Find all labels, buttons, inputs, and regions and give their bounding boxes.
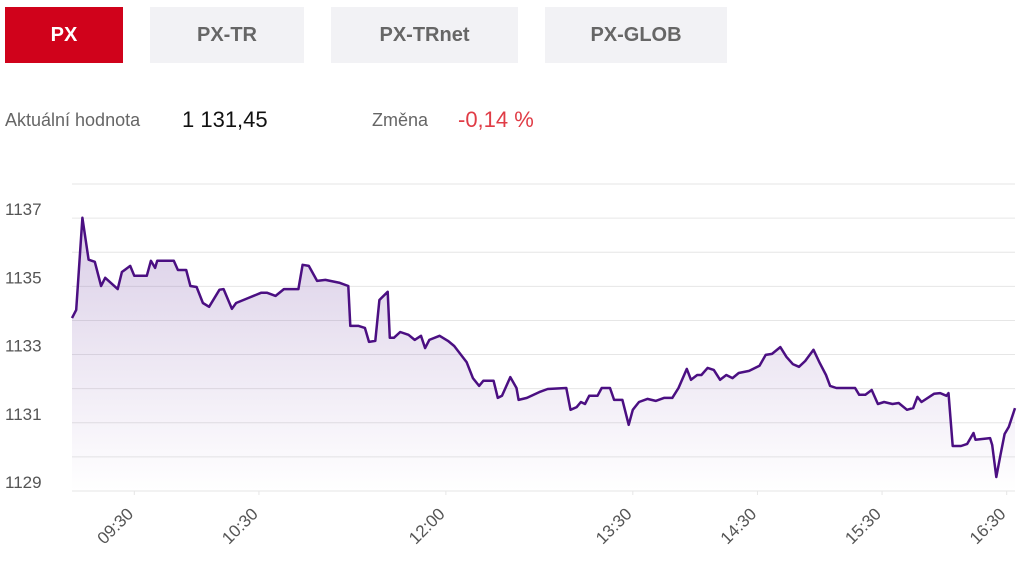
y-tick-label: 1133 [5,337,42,356]
x-tick-label: 12:00 [405,504,449,548]
tab[interactable]: PX-TRnet [331,7,518,63]
y-tick-label: 1135 [5,268,42,287]
change-value: -0,14 % [458,107,534,132]
y-tick-label: 1129 [5,473,42,492]
y-tick-label: 1131 [5,405,42,424]
y-tick-label: 1137 [5,200,42,219]
x-tick-label: 16:30 [966,504,1010,548]
x-tick-label: 09:30 [94,504,138,548]
x-tick-label: 14:30 [717,504,761,548]
x-tick-label: 10:30 [218,504,262,548]
tab[interactable]: PX [5,7,123,63]
current-label: Aktuální hodnota [5,110,141,130]
x-tick-label: 13:30 [592,504,636,548]
tab[interactable]: PX-TR [150,7,304,63]
area [72,217,1015,492]
current-value: 1 131,45 [182,107,268,132]
line [70,216,1017,479]
tab[interactable]: PX-GLOB [545,7,727,63]
change-label: Změna [372,110,429,130]
x-tick-label: 15:30 [841,504,885,548]
